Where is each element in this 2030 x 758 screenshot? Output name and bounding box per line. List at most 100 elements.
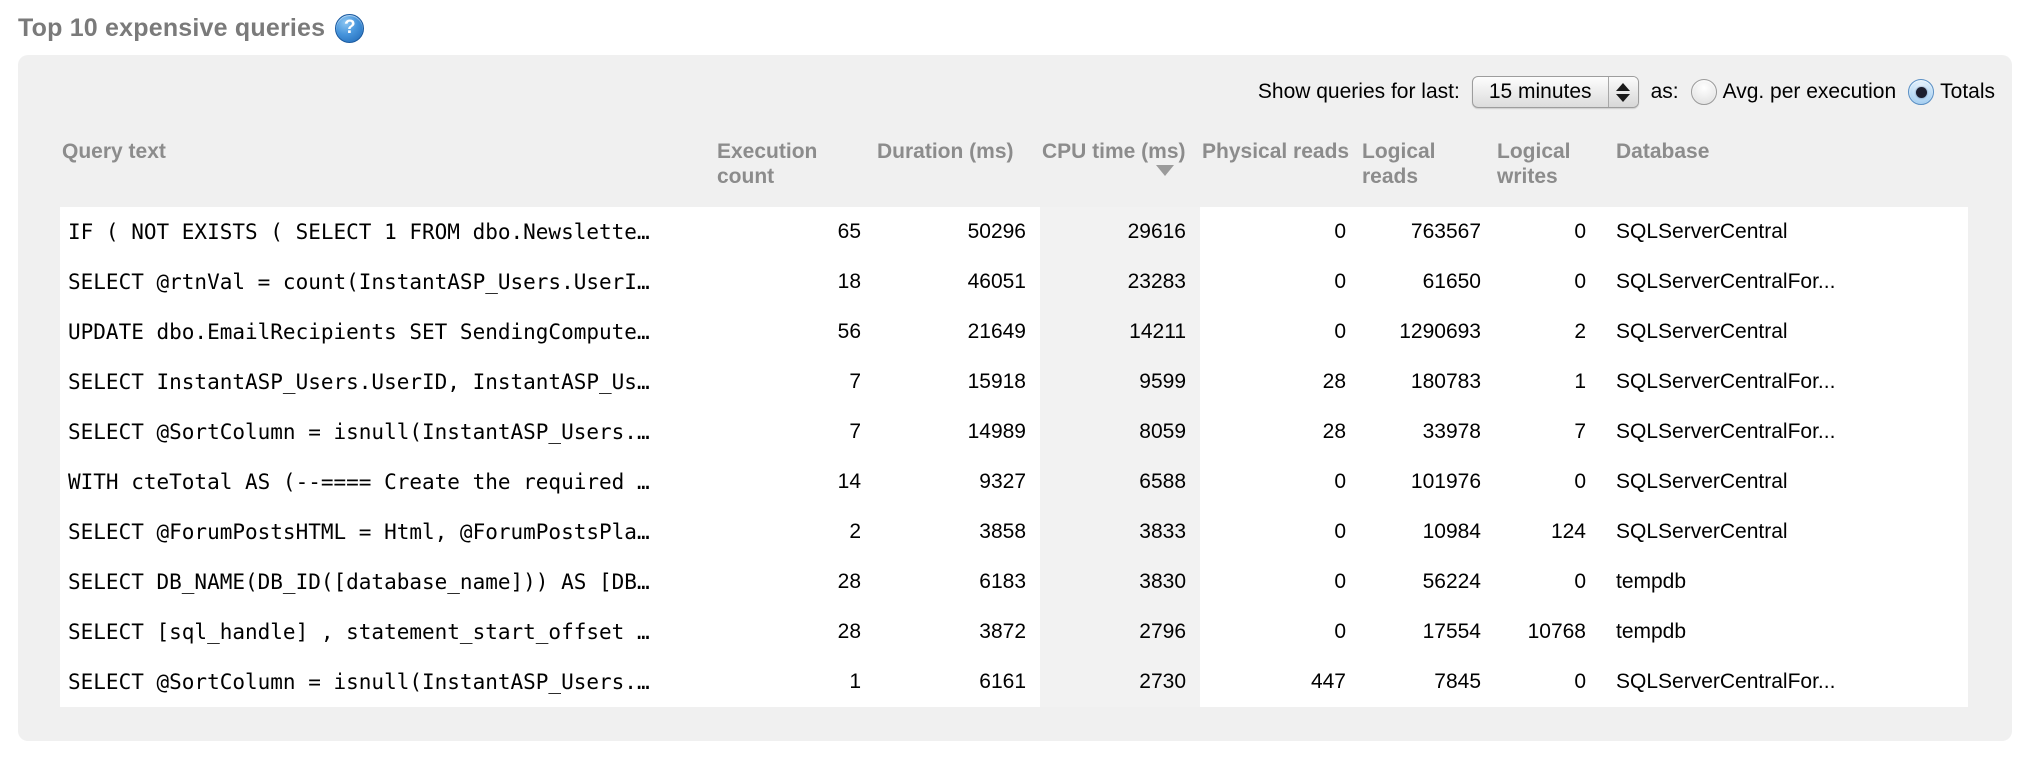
logical-reads-cell: 763567: [1410, 220, 1481, 244]
duration-cell: 3858: [979, 520, 1026, 544]
duration-cell: 14989: [967, 420, 1026, 444]
duration-cell: 50296: [967, 220, 1026, 244]
col-header-physical-reads[interactable]: Physical reads: [1202, 140, 1350, 163]
logical-reads-cell: 7845: [1434, 670, 1481, 694]
duration-cell: 21649: [967, 320, 1026, 344]
query-row[interactable]: SELECT @ForumPostsHTML = Html, @ForumPos…: [60, 507, 1968, 558]
database-cell: SQLServerCentral: [1616, 470, 1788, 494]
database-cell: SQLServerCentralFor...: [1616, 370, 1836, 394]
query-text-cell: IF ( NOT EXISTS ( SELECT 1 FROM dbo.News…: [68, 220, 650, 245]
controls-bar: Show queries for last: 15 minutes as: Av…: [18, 55, 2012, 109]
totals-label: Totals: [1940, 80, 1995, 103]
logical-writes-cell: 0: [1574, 670, 1586, 694]
page-title: Top 10 expensive queries: [18, 13, 326, 42]
as-label: as:: [1650, 80, 1679, 103]
query-row[interactable]: SELECT @SortColumn = isnull(InstantASP_U…: [60, 407, 1968, 458]
database-cell: SQLServerCentral: [1616, 220, 1788, 244]
logical-reads-cell: 56224: [1422, 570, 1481, 594]
execution-count-cell: 28: [837, 620, 861, 644]
cpu-time-cell: 3830: [1040, 557, 1200, 608]
avg-per-execution-radio[interactable]: [1690, 79, 1717, 105]
title-row: Top 10 expensive queries ?: [0, 0, 2030, 44]
cpu-time-cell: 9599: [1040, 357, 1200, 408]
cpu-time-cell: 2796: [1040, 607, 1200, 658]
stepper-down-icon: [1616, 93, 1631, 102]
query-text-cell: SELECT @SortColumn = isnull(InstantASP_U…: [68, 420, 650, 445]
query-table-body: IF ( NOT EXISTS ( SELECT 1 FROM dbo.News…: [60, 207, 1968, 708]
duration-cell: 6161: [979, 670, 1026, 694]
database-cell: tempdb: [1616, 570, 1687, 594]
logical-reads-cell: 10984: [1422, 520, 1481, 544]
duration-cell: 3872: [979, 620, 1026, 644]
execution-count-cell: 2: [849, 520, 861, 544]
duration-cell: 6183: [979, 570, 1026, 594]
query-row[interactable]: SELECT @rtnVal = count(InstantASP_Users.…: [60, 257, 1968, 308]
physical-reads-cell: 0: [1334, 270, 1346, 294]
query-row[interactable]: SELECT [sql_handle] , statement_start_of…: [60, 607, 1968, 658]
cpu-time-cell: 29616: [1040, 207, 1200, 258]
col-header-execution-count[interactable]: Execution count: [717, 140, 818, 189]
database-cell: tempdb: [1616, 620, 1687, 644]
physical-reads-cell: 0: [1334, 570, 1346, 594]
query-row[interactable]: WITH cteTotal AS (--==== Create the requ…: [60, 457, 1968, 508]
query-row[interactable]: SELECT @SortColumn = isnull(InstantASP_U…: [60, 657, 1968, 708]
col-header-logical-writes[interactable]: Logical writes: [1497, 140, 1571, 189]
query-table: Query text Execution count Duration (ms)…: [60, 123, 1968, 708]
query-row[interactable]: UPDATE dbo.EmailRecipients SET SendingCo…: [60, 307, 1968, 358]
cpu-time-cell: 23283: [1040, 257, 1200, 308]
logical-reads-cell: 33978: [1422, 420, 1481, 444]
select-stepper-icon[interactable]: [1607, 77, 1638, 107]
physical-reads-cell: 0: [1334, 470, 1346, 494]
logical-reads-cell: 101976: [1410, 470, 1481, 494]
time-range-select[interactable]: 15 minutes: [1471, 76, 1639, 108]
totals-radio[interactable]: [1908, 79, 1935, 105]
duration-cell: 15918: [967, 370, 1026, 394]
query-row[interactable]: IF ( NOT EXISTS ( SELECT 1 FROM dbo.News…: [60, 207, 1968, 258]
logical-reads-cell: 1290693: [1399, 320, 1481, 344]
show-queries-label: Show queries for last:: [1257, 80, 1460, 103]
logical-writes-cell: 0: [1574, 220, 1586, 244]
query-row[interactable]: SELECT DB_NAME(DB_ID([database_name])) A…: [60, 557, 1968, 608]
col-header-database[interactable]: Database: [1616, 140, 1710, 163]
physical-reads-cell: 0: [1334, 520, 1346, 544]
physical-reads-cell: 0: [1334, 220, 1346, 244]
stepper-up-icon: [1616, 82, 1631, 91]
execution-count-cell: 28: [837, 570, 861, 594]
database-cell: SQLServerCentral: [1616, 320, 1788, 344]
physical-reads-cell: 28: [1322, 370, 1346, 394]
col-header-duration[interactable]: Duration (ms): [877, 140, 1014, 163]
execution-count-cell: 14: [837, 470, 861, 494]
cpu-time-cell: 3833: [1040, 507, 1200, 558]
query-table-wrap: Query text Execution count Duration (ms)…: [60, 123, 1968, 708]
help-icon[interactable]: ?: [335, 13, 365, 43]
logical-reads-cell: 17554: [1422, 620, 1481, 644]
col-header-cpu-time[interactable]: CPU time (ms): [1040, 123, 1200, 207]
database-cell: SQLServerCentralFor...: [1616, 420, 1836, 444]
cpu-time-cell: 8059: [1040, 407, 1200, 458]
query-text-cell: SELECT InstantASP_Users.UserID, InstantA…: [68, 370, 650, 395]
duration-cell: 9327: [979, 470, 1026, 494]
queries-panel: Show queries for last: 15 minutes as: Av…: [18, 55, 2012, 741]
query-text-cell: SELECT DB_NAME(DB_ID([database_name])) A…: [68, 570, 650, 595]
time-range-value: 15 minutes: [1488, 80, 1592, 103]
logical-writes-cell: 0: [1574, 570, 1586, 594]
query-text-cell: SELECT @rtnVal = count(InstantASP_Users.…: [68, 270, 650, 295]
avg-per-execution-label: Avg. per execution: [1722, 80, 1897, 103]
radio-avg-per-execution[interactable]: Avg. per execution: [1690, 79, 1897, 105]
logical-reads-cell: 180783: [1410, 370, 1481, 394]
execution-count-cell: 18: [837, 270, 861, 294]
col-header-logical-reads[interactable]: Logical reads: [1362, 140, 1436, 189]
query-text-cell: SELECT [sql_handle] , statement_start_of…: [68, 620, 650, 645]
logical-writes-cell: 124: [1550, 520, 1586, 544]
database-cell: SQLServerCentral: [1616, 520, 1788, 544]
database-cell: SQLServerCentralFor...: [1616, 670, 1836, 694]
col-header-query-text[interactable]: Query text: [62, 140, 166, 163]
execution-count-cell: 65: [837, 220, 861, 244]
radio-totals[interactable]: Totals: [1908, 79, 1995, 105]
sort-descending-icon: [1156, 165, 1174, 176]
execution-count-cell: 7: [849, 370, 861, 394]
physical-reads-cell: 447: [1310, 670, 1346, 694]
physical-reads-cell: 0: [1334, 620, 1346, 644]
query-row[interactable]: SELECT InstantASP_Users.UserID, InstantA…: [60, 357, 1968, 408]
